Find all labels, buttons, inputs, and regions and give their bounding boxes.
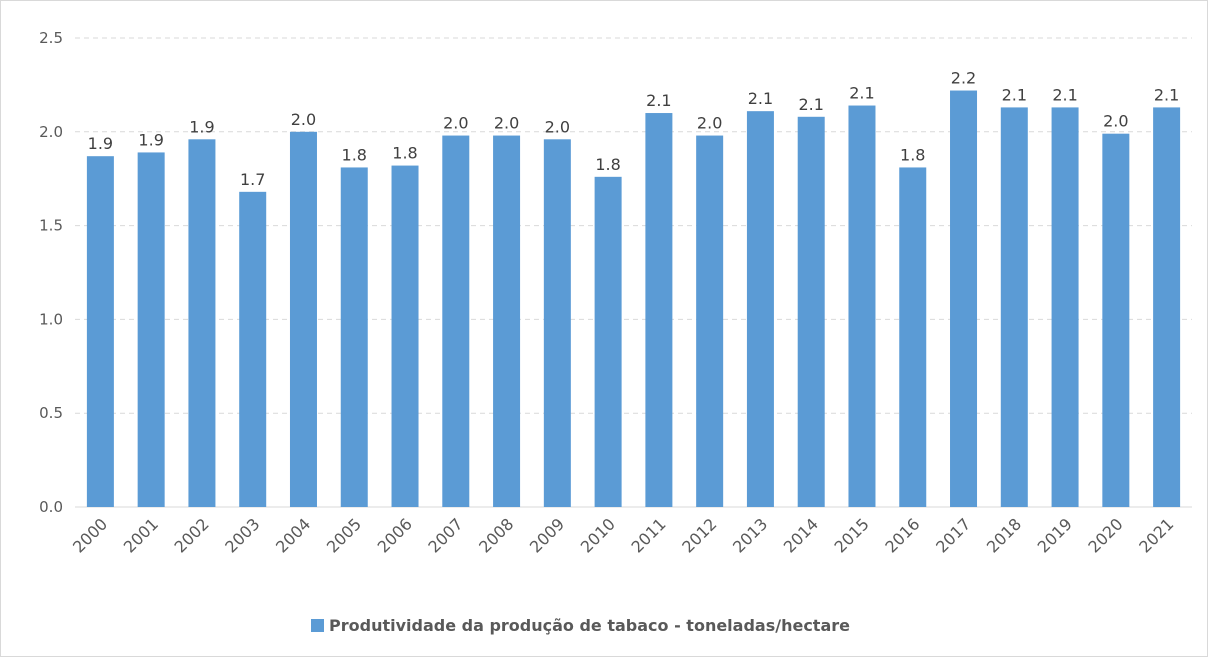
bar <box>340 167 368 507</box>
bar <box>950 90 978 507</box>
bar <box>391 165 419 507</box>
y-tick-label: 1.0 <box>39 310 63 328</box>
bar <box>899 167 927 507</box>
bar <box>239 191 267 507</box>
data-label: 2.1 <box>748 89 773 108</box>
data-label: 2.2 <box>951 69 976 88</box>
y-tick-label: 2.5 <box>39 29 63 47</box>
bar <box>137 152 165 507</box>
data-label: 2.0 <box>443 114 468 133</box>
data-label: 2.0 <box>545 117 570 136</box>
legend-label: Produtividade da produção de tabaco - to… <box>329 616 850 635</box>
data-label: 2.0 <box>1103 112 1128 131</box>
bar <box>746 111 774 507</box>
legend-swatch <box>311 619 324 632</box>
data-label: 2.1 <box>646 91 671 110</box>
bar <box>696 135 724 507</box>
data-label: 1.8 <box>900 145 925 164</box>
data-label: 2.1 <box>1002 85 1027 104</box>
data-label: 1.8 <box>392 144 417 163</box>
data-label: 1.9 <box>189 117 214 136</box>
data-label: 2.0 <box>494 114 519 133</box>
data-label: 2.1 <box>1154 85 1179 104</box>
bar <box>86 156 114 508</box>
bar <box>289 131 317 508</box>
bar <box>1153 107 1181 508</box>
data-label: 1.9 <box>138 130 163 149</box>
data-label: 2.0 <box>697 114 722 133</box>
data-label: 2.0 <box>291 110 316 129</box>
bar <box>848 105 876 507</box>
data-label: 1.8 <box>595 155 620 174</box>
bar <box>594 176 622 507</box>
y-tick-label: 1.5 <box>39 217 63 235</box>
data-label: 1.7 <box>240 170 265 189</box>
data-label: 2.1 <box>798 95 823 114</box>
bar <box>797 116 825 508</box>
y-tick-label: 0.5 <box>39 404 63 422</box>
data-label: 2.1 <box>849 84 874 103</box>
bar <box>442 135 470 507</box>
bar <box>188 139 216 507</box>
bar <box>543 139 571 507</box>
bar <box>1102 133 1130 507</box>
data-label: 2.1 <box>1052 85 1077 104</box>
bar <box>645 113 673 507</box>
y-tick-label: 2.0 <box>39 123 63 141</box>
data-label: 1.9 <box>88 134 113 153</box>
data-label: 1.8 <box>342 145 367 164</box>
bar <box>493 135 521 507</box>
bar <box>1051 107 1079 508</box>
y-tick-label: 0.0 <box>39 498 63 516</box>
bar <box>1000 107 1028 508</box>
